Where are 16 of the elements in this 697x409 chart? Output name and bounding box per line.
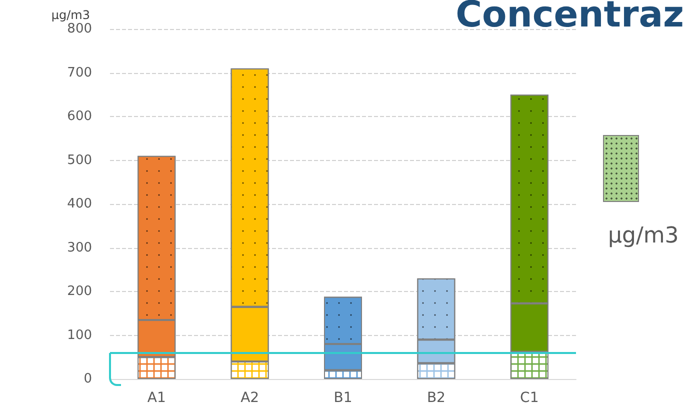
y-tick-label: 100: [67, 328, 92, 343]
y-tick-label: 200: [67, 284, 92, 299]
y-tick-label: 400: [67, 196, 92, 212]
y-tick-label: 300: [67, 240, 92, 256]
x-tick-label: A2: [240, 390, 260, 406]
y-tick-label: 600: [67, 109, 92, 124]
x-tick-label: C1: [520, 390, 539, 406]
y-axis-title: µg/m3: [51, 8, 90, 22]
y-tick-label: 800: [67, 22, 92, 36]
y-tick-label: 700: [67, 65, 92, 80]
x-tick-label: A1: [147, 390, 166, 406]
x-tick-label: B2: [426, 390, 446, 406]
text: µg/m3: [608, 224, 679, 248]
y-tick-label: 0: [84, 372, 92, 386]
y-tick-label: 500: [67, 152, 92, 168]
x-tick-label: B1: [334, 390, 352, 406]
